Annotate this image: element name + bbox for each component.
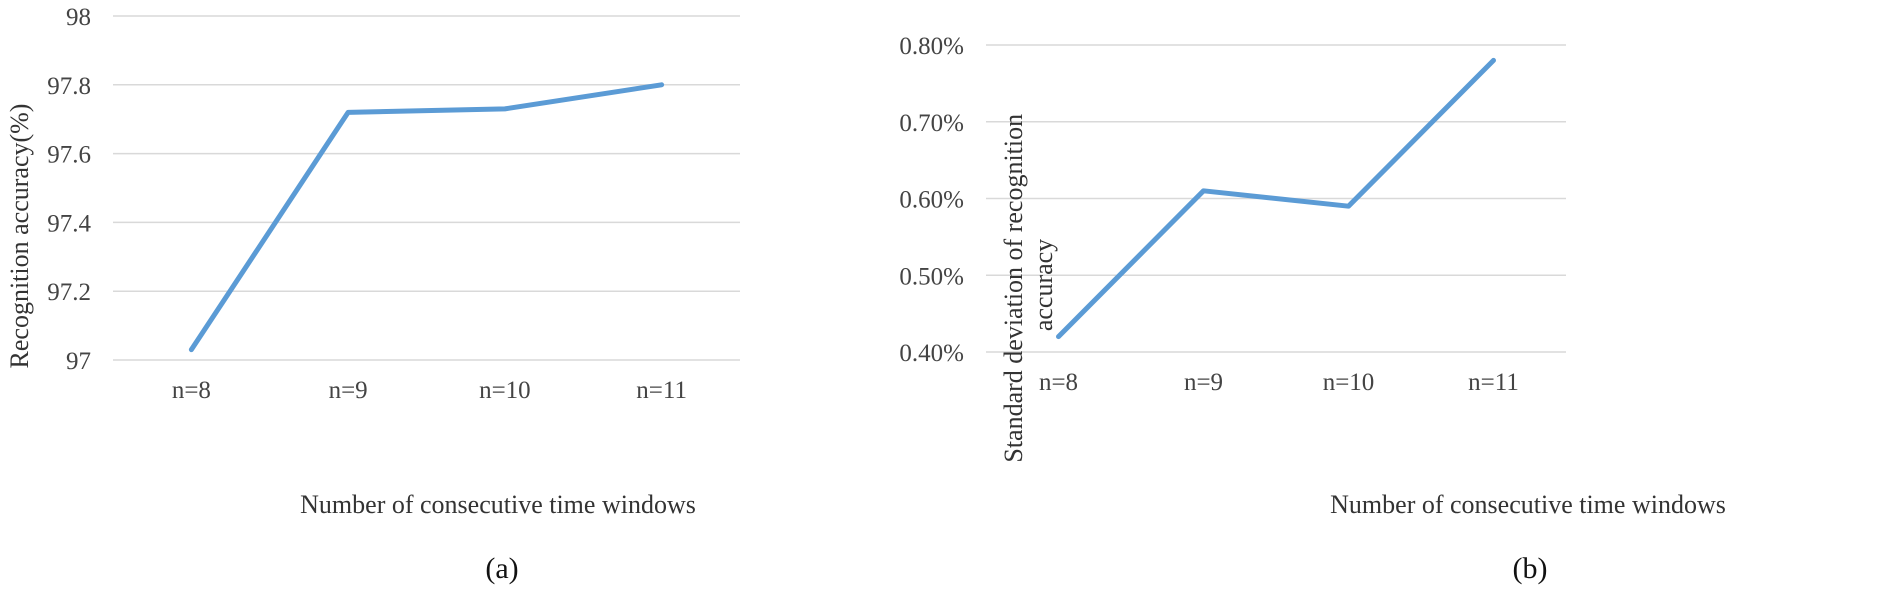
a-y-tick-label: 97 [66, 348, 91, 375]
chart-b-y-tick-labels: 0.40% 0.50% 0.60% 0.70% 0.80% [899, 33, 964, 367]
a-y-tick-label: 97.6 [47, 142, 91, 169]
b-y-tick-label: 0.50% [899, 263, 964, 290]
a-y-tick-label: 97.2 [47, 279, 91, 306]
b-y-tick-label: 0.60% [899, 187, 964, 214]
chart-b-series [1056, 57, 1496, 340]
a-y-tick-label: 97.4 [47, 210, 91, 237]
chart-b-y-axis-title-line-1: Standard deviation of recognition [999, 114, 1028, 463]
b-y-tick-label: 0.80% [899, 33, 964, 60]
a-x-tick-label: n=11 [636, 377, 687, 404]
chart-a: 97 97.2 97.4 97.6 97.8 98 n=8 n=9 n=10 n=11 Numb… [5, 4, 740, 585]
chart-b-x-axis-title: Number of consecutive time windows [1330, 490, 1726, 519]
a-y-tick-label: 98 [66, 4, 91, 31]
chart-a-x-tick-labels: n=8 n=9 n=10 n=11 [172, 377, 687, 404]
chart-b-x-tick-labels: n=8 n=9 n=10 n=11 [1039, 369, 1519, 396]
chart-a-y-tick-labels: 97 97.2 97.4 97.6 97.8 98 [47, 4, 91, 375]
b-y-tick-label: 0.40% [899, 340, 964, 367]
b-x-tick-label: n=9 [1184, 369, 1223, 396]
chart-a-x-axis-title: Number of consecutive time windows [300, 490, 696, 519]
a-x-tick-label: n=9 [329, 377, 368, 404]
chart-a-panel-label: (a) [485, 552, 518, 585]
a-x-tick-label: n=8 [172, 377, 211, 404]
chart-a-series [188, 82, 665, 353]
b-y-tick-label: 0.70% [899, 110, 964, 137]
a-series-line [188, 82, 665, 353]
chart-a-gridlines [113, 15, 740, 361]
a-y-tick-label: 97.8 [47, 73, 91, 100]
b-series-line [1056, 57, 1496, 340]
chart-b-y-axis-title: Standard deviation of recognition accura… [999, 107, 1058, 462]
chart-b-panel-label: (b) [1513, 552, 1548, 585]
a-x-tick-label: n=10 [479, 377, 531, 404]
b-x-tick-label: n=8 [1039, 369, 1078, 396]
b-x-tick-label: n=11 [1468, 369, 1519, 396]
chart-a-y-axis-title: Recognition accuracy(%) [5, 104, 34, 369]
chart-b-y-axis-title-line-2: accuracy [1029, 239, 1058, 331]
chart-b: 0.40% 0.50% 0.60% 0.70% 0.80% n=8 n=9 n=10 n=11… [899, 33, 1725, 585]
b-x-tick-label: n=10 [1323, 369, 1375, 396]
